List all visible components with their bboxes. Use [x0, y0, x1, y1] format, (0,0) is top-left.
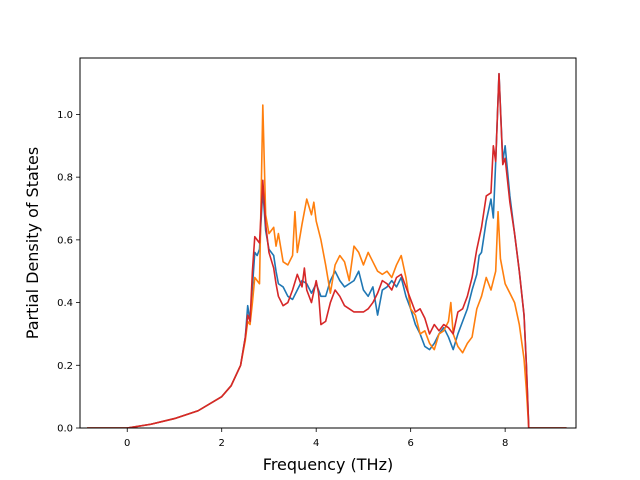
y-tick-label: 0.0	[57, 424, 73, 435]
y-tick-label: 1.0	[57, 110, 73, 121]
x-axis-label: Frequency (THz)	[263, 455, 393, 474]
x-tick-label: 0	[124, 438, 130, 449]
plot-frame	[79, 57, 577, 429]
y-axis-label: Partial Density of States	[23, 147, 42, 339]
x-tick-label: 6	[407, 438, 413, 449]
x-tick-label: 8	[502, 438, 508, 449]
y-tick-label: 0.2	[57, 361, 73, 372]
series-line-3	[87, 72, 567, 428]
series-line-1	[87, 72, 567, 428]
x-axis-ticks: 0 2 4 6 8	[124, 428, 508, 449]
series-line-2	[87, 104, 567, 428]
y-tick-label: 0.6	[57, 235, 73, 246]
x-tick-label: 4	[313, 438, 319, 449]
series-layer	[87, 72, 567, 428]
y-axis-ticks: 0.0 0.2 0.4 0.6 0.8 1.0	[57, 110, 80, 435]
x-tick-label: 2	[219, 438, 225, 449]
y-tick-label: 0.4	[57, 298, 73, 309]
y-tick-label: 0.8	[57, 173, 73, 184]
